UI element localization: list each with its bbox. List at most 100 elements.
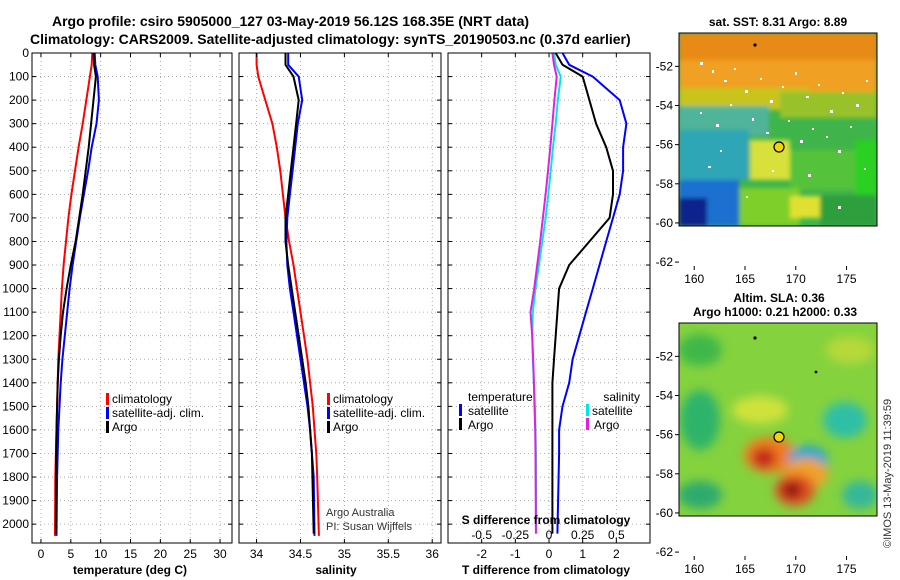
sst-argo-position	[773, 141, 785, 153]
line-argo	[551, 52, 614, 534]
sla-low-blob	[679, 481, 722, 509]
legend-t-satellite: satellite	[468, 404, 509, 418]
legend-salinity-header: salinity	[603, 390, 640, 404]
legend-t-argo: Argo	[468, 418, 494, 432]
salinity-legend: climatology satellite-adj. clim. Argo	[327, 392, 425, 434]
legend-t-satellite-swatch	[459, 404, 462, 416]
y-tick-label: 2000	[2, 517, 29, 531]
title-line-2: Climatology: CARS2009. Satellite-adjuste…	[30, 31, 631, 47]
legend-argo-swatch	[327, 421, 330, 433]
map-x-tick-label: 165	[735, 272, 755, 286]
line-satellite	[556, 52, 628, 534]
sst-map: sat. SST: 8.31 Argo: 8.89	[656, 15, 878, 286]
legend-argo: Argo	[333, 420, 359, 434]
sla-low-blob	[680, 390, 720, 450]
sla-low-blob	[823, 402, 867, 438]
line-argo	[54, 52, 97, 534]
y-tick-label: 1600	[2, 423, 29, 437]
map-x-tick-label: 175	[837, 272, 857, 286]
map-y-tick-label: -54	[656, 99, 674, 113]
map-x-tick-label: 170	[786, 562, 806, 576]
map-x-tick-label: 160	[684, 562, 704, 576]
sla-low-blob	[842, 481, 877, 509]
salinity-panel-frame	[238, 52, 442, 544]
y-tick-label: 1100	[3, 305, 29, 319]
temperature-panel: 0100200300400500600700800900100011001200…	[2, 46, 233, 577]
legend-climatology-swatch	[327, 393, 330, 405]
y-tick-label: 1700	[2, 446, 29, 460]
map-y-tick-label: -52	[656, 349, 674, 363]
sst-cold-patch	[679, 198, 707, 226]
x-tick-label: 35.5	[377, 547, 401, 561]
y-tick-label: 300	[9, 117, 29, 131]
x-tick-label: 0	[546, 547, 553, 561]
salinity-axis-label: salinity	[315, 563, 357, 577]
s-tick-label: 0	[546, 528, 553, 542]
map-y-tick-label: -58	[656, 467, 674, 481]
difference-panel: -2 -1 0 1 2 -0.5 -0.25 0 0.25 0.5 T difference fr…	[447, 52, 651, 577]
legend-temperature-header: temperature	[468, 390, 533, 404]
x-tick-label: -1	[510, 547, 521, 561]
x-tick-label: 34	[250, 547, 264, 561]
legend-satellite-adj: satellite-adj. clim.	[112, 406, 204, 420]
legend-s-satellite: satellite	[592, 404, 633, 418]
legend-s-satellite-swatch	[586, 404, 589, 416]
map-y-tick-label: -52	[656, 59, 674, 73]
y-tick-label: 500	[9, 164, 29, 178]
x-tick-label: 36	[426, 547, 440, 561]
x-tick-label: 15	[124, 547, 138, 561]
y-tick-label: 600	[9, 187, 29, 201]
s-tick-label: -0.5	[471, 528, 492, 542]
temperature-legend: climatology satellite-adj. clim. Argo	[106, 392, 204, 434]
x-tick-label: 30	[213, 547, 227, 561]
map-y-tick-label: -54	[656, 389, 674, 403]
y-tick-label: 900	[9, 258, 29, 272]
map-x-tick-label: 165	[735, 562, 755, 576]
x-tick-label: 34.5	[289, 547, 313, 561]
x-tick-label: 2	[613, 547, 620, 561]
sst-map-frame	[678, 32, 878, 227]
y-tick-label: 800	[9, 234, 29, 248]
map-y-tick-label: -60	[656, 216, 674, 230]
x-tick-label: 1	[579, 547, 586, 561]
map-y-tick-label: -56	[656, 138, 674, 152]
y-tick-label: 200	[9, 93, 29, 107]
salinity-panel: 34 34.5 35 35.5 36 salinity climatology sate…	[238, 52, 442, 577]
sla-low-blob	[679, 334, 722, 366]
sst-map-image	[679, 33, 877, 226]
sst-mid-band	[679, 88, 809, 110]
credit-text: Argo Australia	[326, 507, 395, 519]
legend-climatology-swatch	[106, 393, 109, 405]
map-x-tick-label: 170	[786, 272, 806, 286]
x-tick-label: 0	[38, 547, 45, 561]
sst-cloud-gaps	[700, 62, 868, 209]
y-tick-label: 1800	[2, 470, 29, 484]
s-tick-label: 0.25	[571, 528, 595, 542]
legend-s-argo: Argo	[594, 418, 620, 432]
map-x-tick-label: 160	[684, 272, 704, 286]
line-climatology	[255, 53, 320, 536]
x-tick-label: 20	[154, 547, 168, 561]
map-y-tick-label: -58	[656, 177, 674, 191]
sla-map: Altim. SLA: 0.36 Argo h1000: 0.21 h2000:…	[656, 291, 878, 576]
s-tick-label: 0.5	[608, 528, 625, 542]
legend-argo: Argo	[112, 420, 138, 434]
sst-marker	[753, 43, 757, 47]
map-y-tick-label: -62	[656, 545, 674, 559]
y-tick-label: 1200	[2, 329, 29, 343]
sla-argo-position	[773, 431, 785, 443]
sst-map-title: sat. SST: 8.31 Argo: 8.89	[709, 15, 848, 29]
y-tick-label: 1400	[2, 376, 29, 390]
legend-t-argo-swatch	[459, 418, 462, 430]
sst-cool-band	[679, 130, 749, 180]
x-tick-label: 5	[67, 547, 74, 561]
s-difference-axis-label: S difference from climatology	[462, 513, 631, 527]
sla-high-core	[782, 482, 802, 498]
sla-map-frame	[678, 322, 878, 517]
legend-s-argo-swatch	[586, 418, 589, 430]
temperature-axis-label: temperature (deg C)	[73, 563, 187, 577]
y-tick-label: 0	[22, 46, 29, 60]
y-tick-label: 100	[9, 70, 29, 84]
y-tick-label: 400	[9, 140, 29, 154]
